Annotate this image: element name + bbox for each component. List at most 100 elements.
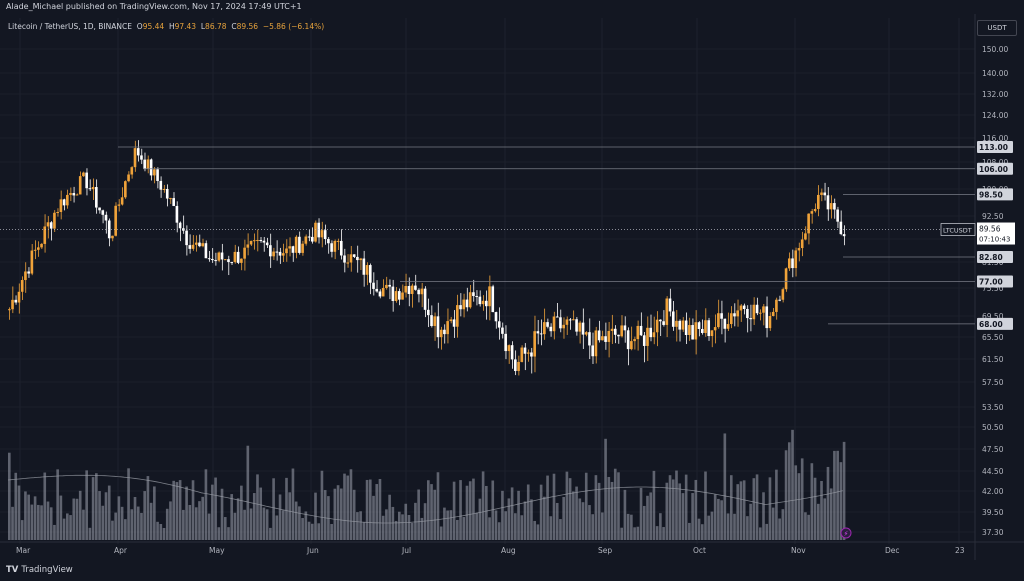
volume-bar	[829, 488, 833, 540]
candle-body	[343, 255, 346, 263]
price-tick-label: 132.00	[982, 90, 1008, 99]
candle-body	[72, 193, 76, 196]
candle-body	[739, 305, 743, 311]
volume-bar	[175, 482, 179, 540]
candle-body	[246, 244, 250, 248]
candle-body	[20, 280, 24, 292]
volume-bar	[797, 473, 801, 540]
volume-bar	[230, 494, 234, 540]
volume-bar	[549, 516, 553, 540]
volume-bar	[662, 527, 665, 540]
candle-body	[481, 300, 485, 305]
price-tick-label: 44.50	[982, 467, 1004, 476]
volume-bar	[536, 524, 540, 540]
candle-body	[385, 284, 388, 288]
volume-bar	[352, 489, 356, 540]
candle-body	[136, 148, 140, 156]
candle-body	[356, 256, 359, 261]
candle-body	[130, 167, 134, 175]
volume-bar	[443, 507, 446, 540]
volume-bar	[517, 490, 520, 540]
volume-bar	[578, 498, 582, 540]
candle-body	[33, 249, 37, 251]
last-price-tag	[977, 222, 1015, 245]
candle-body	[153, 169, 156, 176]
volume-ma-line	[7, 474, 843, 524]
candle-body	[675, 320, 678, 327]
volume-bar	[839, 462, 843, 540]
volume-bar	[729, 475, 733, 540]
candle-body	[468, 292, 472, 308]
price-tick-label: 65.50	[982, 333, 1004, 342]
candle-body	[98, 207, 101, 211]
volume-bar	[217, 527, 221, 540]
candle-body	[607, 330, 611, 342]
candle-body	[307, 236, 311, 238]
volume-bar	[33, 496, 37, 540]
candle-body	[436, 316, 440, 338]
volume-bar	[691, 493, 694, 540]
candle-body	[17, 291, 21, 303]
volume-bar	[433, 489, 437, 540]
candle-body	[37, 247, 40, 250]
volume-bar	[775, 469, 778, 540]
volume-bar	[117, 496, 121, 540]
candle-body	[233, 251, 237, 263]
candle-body	[446, 321, 449, 335]
currency-button[interactable]: USDT	[977, 20, 1017, 36]
candle-body	[684, 320, 688, 336]
candle-body	[252, 240, 256, 242]
volume-bar	[149, 502, 153, 540]
candle-body	[665, 298, 669, 325]
candle-body	[723, 318, 727, 329]
volume-bar	[678, 483, 682, 540]
volume-bar	[810, 463, 814, 540]
candle-body	[636, 325, 640, 340]
volume-bar	[507, 498, 511, 540]
volume-bar	[252, 493, 256, 540]
candle-body	[733, 313, 736, 317]
volume-bar	[836, 450, 839, 540]
candle-body	[11, 299, 14, 310]
candle-body	[791, 258, 794, 269]
volume-bar	[472, 478, 475, 540]
candle-body	[514, 359, 517, 372]
volume-bar	[620, 527, 624, 540]
volume-bar	[153, 486, 156, 540]
volume-bar	[626, 513, 630, 540]
volume-bar	[546, 475, 549, 540]
candle-body	[562, 324, 565, 329]
candle-body	[368, 265, 372, 283]
price-tick-label: 57.50	[982, 378, 1004, 387]
candle-body	[397, 291, 401, 300]
volume-bar	[530, 499, 533, 540]
volume-bar	[95, 473, 98, 540]
volume-bar	[146, 476, 150, 540]
candle-body	[314, 222, 317, 242]
volume-bar	[562, 496, 565, 540]
candle-body	[807, 213, 810, 234]
candle-body	[91, 187, 95, 190]
candle-body	[378, 291, 382, 297]
volume-bar	[194, 507, 198, 540]
candle-body	[124, 181, 127, 198]
volume-bar	[298, 506, 301, 540]
volume-bar	[27, 494, 30, 540]
candle-body	[417, 289, 420, 295]
volume-bar	[91, 477, 95, 540]
candle-body	[265, 242, 269, 246]
volume-bar	[494, 510, 498, 540]
candle-body	[765, 306, 769, 329]
candle-body	[430, 315, 433, 327]
chart-canvas[interactable]: 150.00140.00132.00124.00116.00108.00100.…	[0, 14, 1024, 560]
level-price-label: 98.50	[979, 190, 1003, 199]
tradingview-logo[interactable]: TV TradingView	[6, 565, 73, 575]
candle-body	[578, 322, 582, 332]
volume-bar	[323, 490, 327, 540]
volume-bar	[497, 522, 501, 540]
volume-bar	[182, 509, 185, 540]
volume-bar	[526, 484, 530, 540]
volume-bar	[98, 491, 101, 540]
candle-body	[301, 243, 304, 253]
candle-body	[78, 176, 82, 195]
